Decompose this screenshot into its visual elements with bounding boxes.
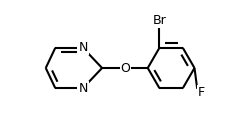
Text: O: O <box>120 61 130 75</box>
Text: Br: Br <box>152 14 166 27</box>
Text: F: F <box>197 86 204 99</box>
Text: N: N <box>78 41 87 54</box>
Text: N: N <box>78 82 87 95</box>
